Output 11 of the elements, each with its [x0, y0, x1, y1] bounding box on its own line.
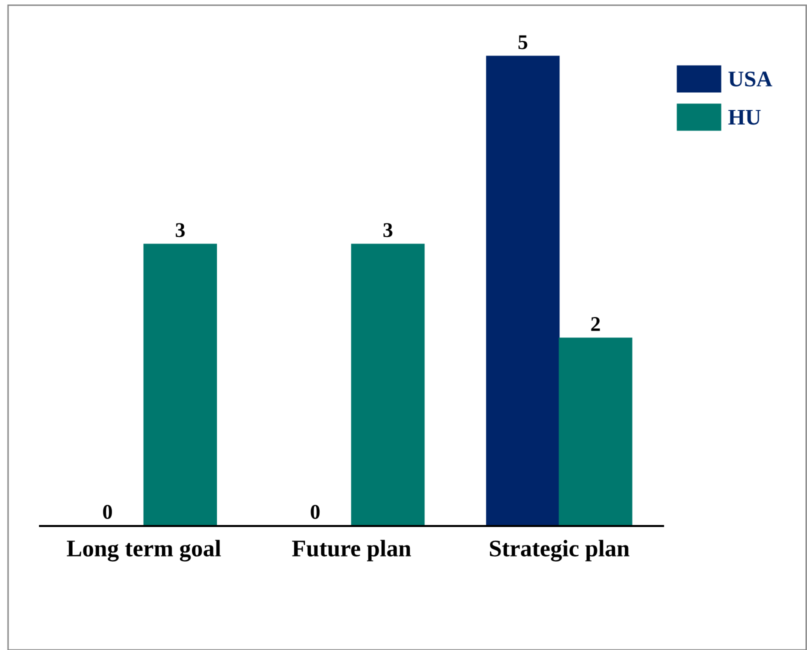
data-label: 3 [176, 223, 185, 238]
data-label: 5 [518, 35, 528, 50]
data-label: 2 [591, 317, 600, 331]
legend-label: HU [728, 110, 761, 125]
data-label: 0 [103, 504, 112, 519]
x-tick-label: Strategic plan [490, 540, 630, 562]
x-tick-label: Future plan [292, 540, 411, 562]
data-label: 3 [383, 223, 392, 238]
legend-label: USA [728, 72, 772, 87]
x-tick-label: Long term goal [66, 540, 221, 562]
data-label: 0 [310, 504, 320, 519]
